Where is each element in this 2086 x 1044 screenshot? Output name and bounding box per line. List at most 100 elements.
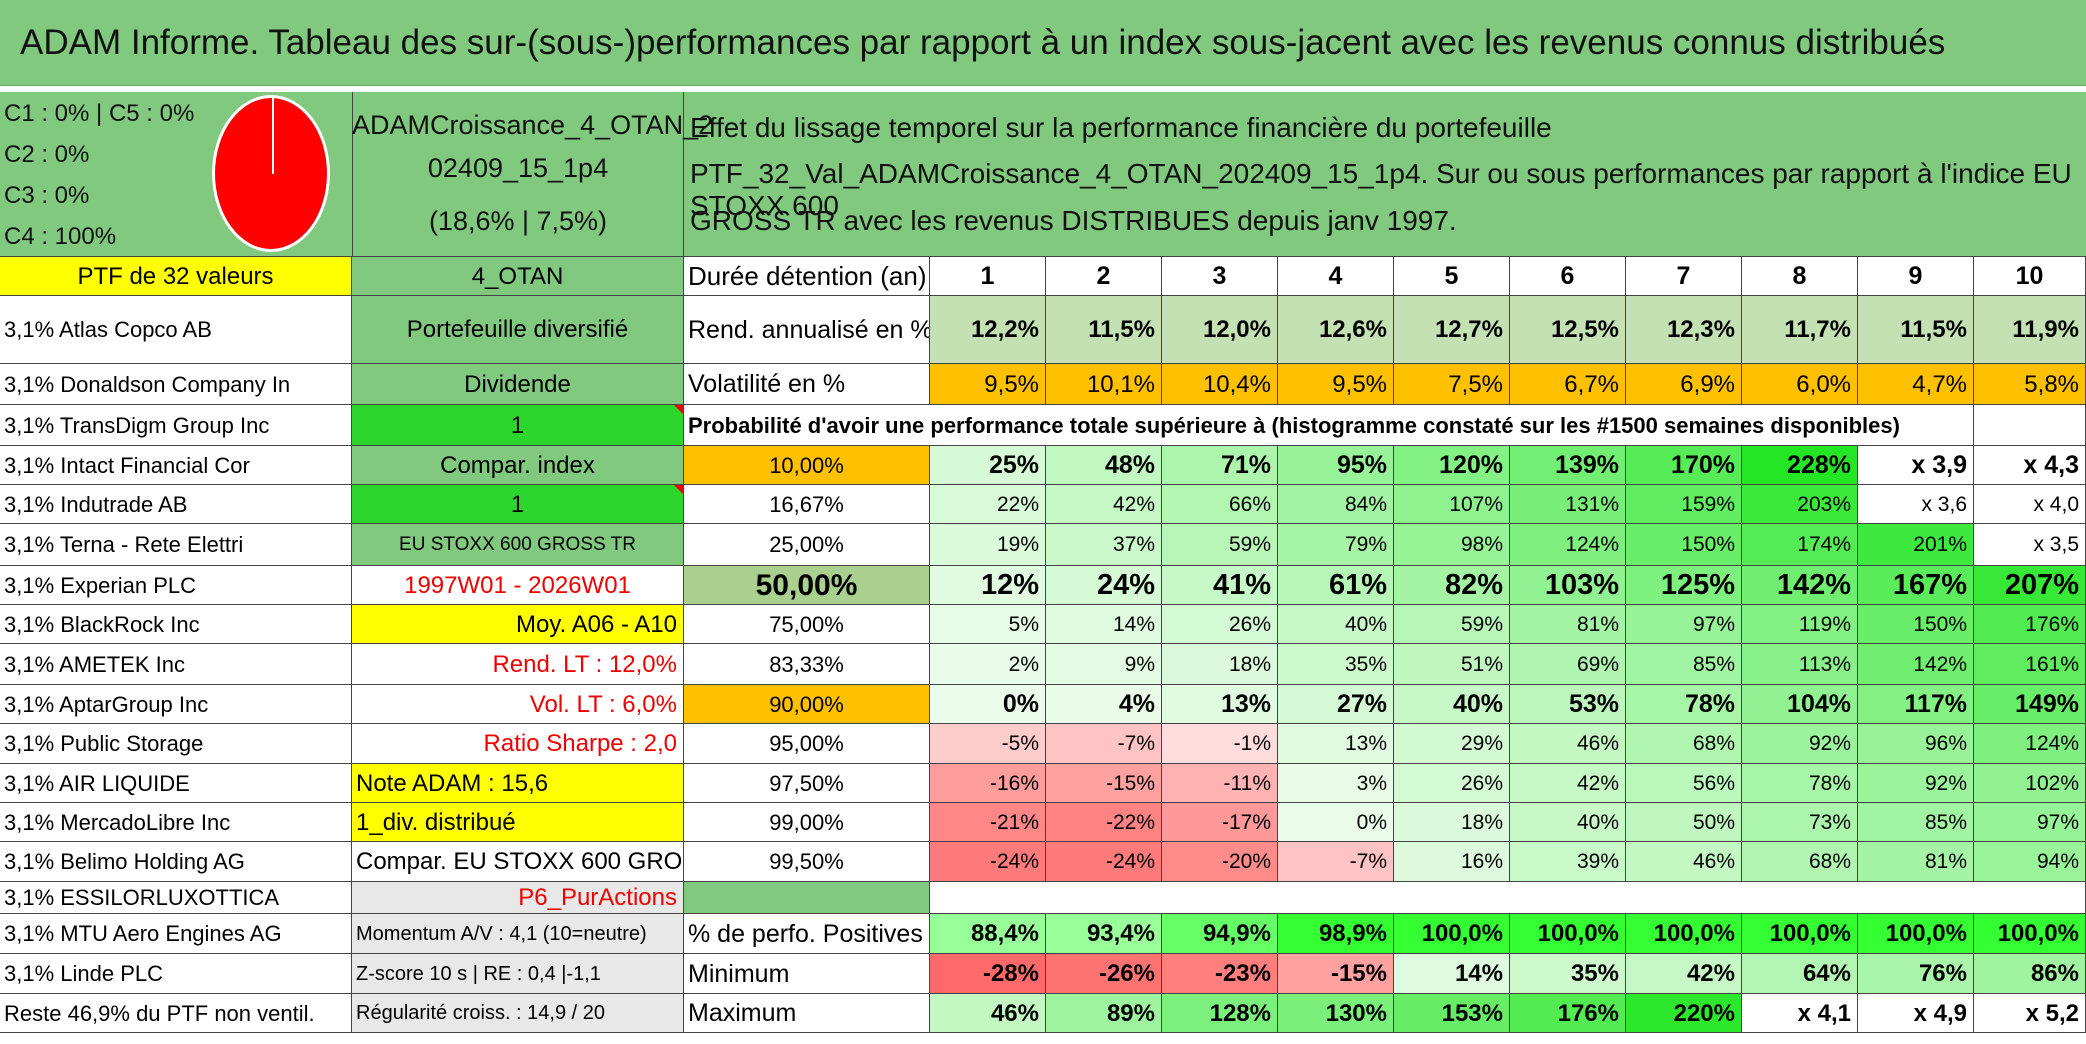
fund-name: 02409_15_1p4 bbox=[427, 153, 609, 183]
minimum-value: 86% bbox=[1974, 954, 2086, 994]
fund-name-box bbox=[352, 92, 684, 257]
year-header: 7 bbox=[1626, 257, 1742, 296]
probability-value: -16% bbox=[930, 764, 1046, 803]
maximum-label: Maximum bbox=[684, 994, 930, 1033]
probability-value: 150% bbox=[1626, 524, 1742, 566]
annual-return-value: 12,0% bbox=[1162, 296, 1278, 364]
probability-value: -22% bbox=[1046, 803, 1162, 842]
minimum-value: 76% bbox=[1858, 954, 1974, 994]
probability-value: 176% bbox=[1974, 605, 2086, 644]
volatility-value: 10,4% bbox=[1162, 364, 1278, 405]
probability-value: 98% bbox=[1394, 524, 1510, 566]
description-text: GROSS TR avec les revenus DISTRIBUES dep… bbox=[690, 205, 1457, 236]
maximum-value: 220% bbox=[1626, 994, 1742, 1033]
holding-item: 3,1% Experian PLC bbox=[0, 566, 352, 605]
category-share: C1 : 0% | C5 : 0% bbox=[4, 100, 195, 127]
volatility-value: 10,1% bbox=[1046, 364, 1162, 405]
probability-value: 12% bbox=[930, 566, 1046, 605]
probability-value: 42% bbox=[1510, 764, 1626, 803]
maximum-value: x 4,9 bbox=[1858, 994, 1974, 1033]
probability-value: 102% bbox=[1974, 764, 2086, 803]
page-title: ADAM Informe. Tableau des sur-(sous-)per… bbox=[0, 0, 2086, 86]
probability-value: 81% bbox=[1510, 605, 1626, 644]
holding-item: 3,1% Donaldson Company In bbox=[0, 364, 352, 405]
probability-value: 161% bbox=[1974, 644, 2086, 685]
holding-item: 3,1% MTU Aero Engines AG bbox=[0, 914, 352, 954]
pie-slice-divider bbox=[272, 98, 274, 174]
probability-value: 97% bbox=[1626, 605, 1742, 644]
year-header: 9 bbox=[1858, 257, 1974, 296]
probability-value: 61% bbox=[1278, 566, 1394, 605]
portfolio-info: Moy. A06 - A10 bbox=[352, 605, 684, 644]
probability-value: 66% bbox=[1162, 485, 1278, 524]
positive-performance-value: 100,0% bbox=[1974, 914, 2086, 954]
maximum-value: 46% bbox=[930, 994, 1046, 1033]
probability-value: 139% bbox=[1510, 446, 1626, 485]
minimum-value: 42% bbox=[1626, 954, 1742, 994]
probability-value: 85% bbox=[1858, 803, 1974, 842]
probability-value: 46% bbox=[1626, 842, 1742, 882]
probability-value: 107% bbox=[1394, 485, 1510, 524]
maximum-value: x 4,1 bbox=[1742, 994, 1858, 1033]
probability-value: 207% bbox=[1974, 566, 2086, 605]
holding-item: 3,1% Belimo Holding AG bbox=[0, 842, 352, 882]
probability-value: -17% bbox=[1162, 803, 1278, 842]
portfolio-label: PTF de 32 valeurs bbox=[0, 257, 352, 296]
year-header: 6 bbox=[1510, 257, 1626, 296]
holding-item: 3,1% BlackRock Inc bbox=[0, 605, 352, 644]
probability-value: 104% bbox=[1742, 685, 1858, 724]
minimum-value: 35% bbox=[1510, 954, 1626, 994]
probability-value: 25% bbox=[930, 446, 1046, 485]
minimum-value: -26% bbox=[1046, 954, 1162, 994]
portfolio-info: 1_div. distribué bbox=[352, 803, 684, 842]
probability-value: -20% bbox=[1162, 842, 1278, 882]
volatility-value: 4,7% bbox=[1858, 364, 1974, 405]
holding-item: 3,1% Terna - Rete Elettri bbox=[0, 524, 352, 566]
probability-value: -24% bbox=[930, 842, 1046, 882]
holding-item: 3,1% AIR LIQUIDE bbox=[0, 764, 352, 803]
description-text: PTF_32_Val_ADAMCroissance_4_OTAN_202409_… bbox=[690, 158, 2072, 221]
probability-value: 95% bbox=[1278, 446, 1394, 485]
probability-value: 117% bbox=[1858, 685, 1974, 724]
annual-return-value: 12,6% bbox=[1278, 296, 1394, 364]
year-header: 3 bbox=[1162, 257, 1278, 296]
probability-value: -5% bbox=[930, 724, 1046, 764]
probability-value: 131% bbox=[1510, 485, 1626, 524]
probability-value: 22% bbox=[930, 485, 1046, 524]
minimum-value: -23% bbox=[1162, 954, 1278, 994]
probability-value: 142% bbox=[1742, 566, 1858, 605]
probability-level: 99,50% bbox=[684, 842, 930, 882]
probability-value: 53% bbox=[1510, 685, 1626, 724]
portfolio-info: Note ADAM : 15,6 bbox=[352, 764, 684, 803]
portfolio-info: Vol. LT : 6,0% bbox=[352, 685, 684, 724]
holding-item: 3,1% MercadoLibre Inc bbox=[0, 803, 352, 842]
probability-value: 149% bbox=[1974, 685, 2086, 724]
fund-name: ADAMCroissance_4_OTAN_2 bbox=[352, 110, 714, 140]
volatility-value: 9,5% bbox=[930, 364, 1046, 405]
minimum-value: -28% bbox=[930, 954, 1046, 994]
probability-value: x 3,9 bbox=[1858, 446, 1974, 485]
fund-name: (18,6% | 7,5%) bbox=[428, 206, 608, 236]
holding-item: 3,1% Public Storage bbox=[0, 724, 352, 764]
holding-item: 3,1% Linde PLC bbox=[0, 954, 352, 994]
probability-value: 48% bbox=[1046, 446, 1162, 485]
probability-value: 18% bbox=[1394, 803, 1510, 842]
probability-value: 42% bbox=[1046, 485, 1162, 524]
probability-value: 13% bbox=[1278, 724, 1394, 764]
probability-value: 71% bbox=[1162, 446, 1278, 485]
probability-value: 124% bbox=[1510, 524, 1626, 566]
probability-level: 83,33% bbox=[684, 644, 930, 685]
probability-value: 78% bbox=[1742, 764, 1858, 803]
holding-item: 3,1% TransDigm Group Inc bbox=[0, 405, 352, 446]
probability-value: 13% bbox=[1162, 685, 1278, 724]
probability-value: -1% bbox=[1162, 724, 1278, 764]
holding-item: 3,1% Indutrade AB bbox=[0, 485, 352, 524]
minimum-label: Minimum bbox=[684, 954, 930, 994]
probability-value: 92% bbox=[1742, 724, 1858, 764]
probability-value: x 4,0 bbox=[1974, 485, 2086, 524]
holding-duration-label: Durée détention (an) bbox=[684, 257, 930, 296]
holding-item: 3,1% AptarGroup Inc bbox=[0, 685, 352, 724]
maximum-value: 153% bbox=[1394, 994, 1510, 1033]
probability-value: 82% bbox=[1394, 566, 1510, 605]
probability-value: -15% bbox=[1046, 764, 1162, 803]
